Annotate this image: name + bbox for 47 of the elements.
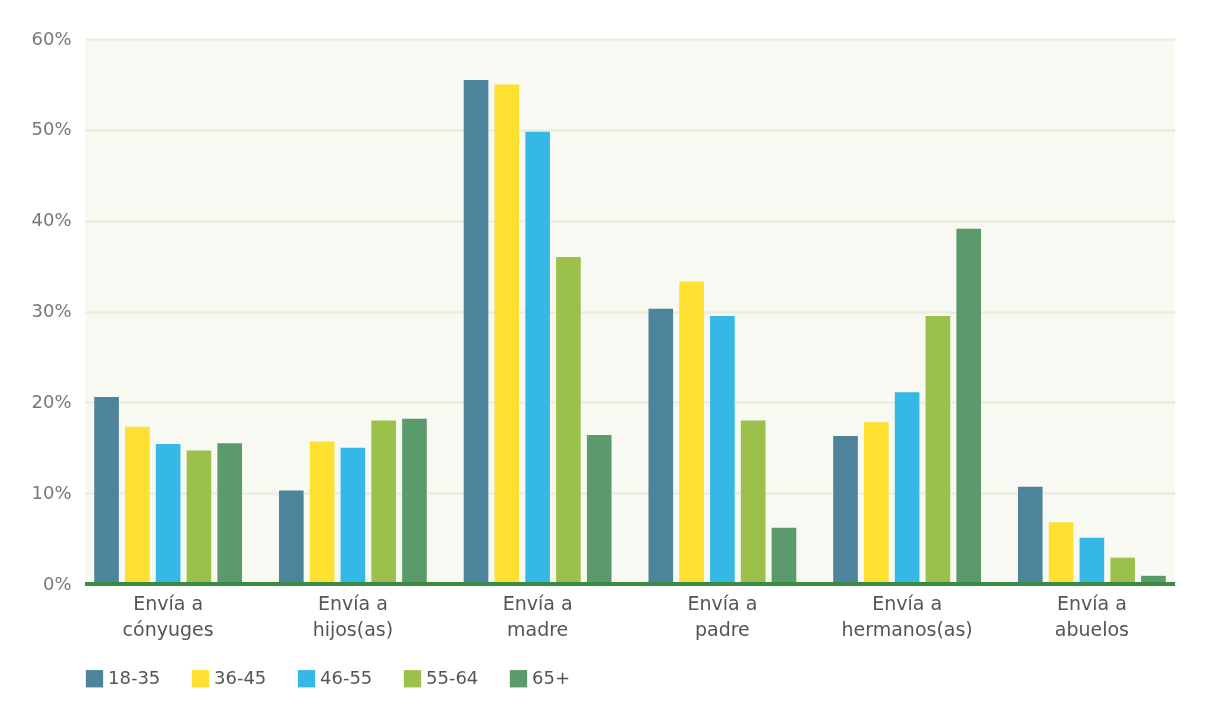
bar bbox=[586, 435, 612, 584]
bar bbox=[463, 79, 489, 584]
bar bbox=[864, 422, 889, 584]
bar bbox=[125, 426, 150, 584]
y-tick-label: 40% bbox=[31, 209, 72, 231]
legend-label: 18-35 bbox=[108, 666, 161, 688]
bar bbox=[494, 84, 520, 584]
x-tick-label: Envía a abuelos bbox=[1054, 591, 1129, 640]
bar bbox=[402, 418, 427, 584]
bar bbox=[925, 316, 951, 584]
bar bbox=[1048, 522, 1074, 584]
bar bbox=[1079, 537, 1105, 584]
bar bbox=[155, 444, 181, 584]
bar bbox=[340, 447, 366, 584]
x-tick-label: Envía a cónyuges bbox=[122, 591, 214, 640]
bar bbox=[278, 490, 304, 584]
bar bbox=[833, 435, 858, 584]
bar bbox=[556, 257, 581, 584]
y-tick-label: 0% bbox=[42, 572, 72, 594]
bar bbox=[648, 308, 674, 584]
legend-label: 36-45 bbox=[214, 666, 267, 688]
bar bbox=[710, 316, 735, 584]
bar bbox=[94, 396, 119, 584]
x-tick-label: Envía a hijos(as) bbox=[312, 591, 394, 640]
bar bbox=[956, 228, 982, 584]
x-tick-label: Envía a madre bbox=[502, 591, 573, 640]
y-tick-label: 50% bbox=[31, 118, 72, 140]
bar bbox=[309, 441, 335, 584]
legend-label: 65+ bbox=[532, 666, 570, 688]
bar bbox=[771, 527, 797, 584]
y-tick-label: 30% bbox=[31, 300, 72, 321]
legend-label: 46-55 bbox=[320, 666, 373, 688]
bar bbox=[525, 131, 550, 584]
bar bbox=[740, 420, 766, 584]
bar bbox=[186, 450, 212, 584]
bar bbox=[679, 281, 704, 584]
y-tick-label: 10% bbox=[31, 481, 72, 503]
x-tick-label: Envía a padre bbox=[687, 591, 758, 640]
bar bbox=[1110, 557, 1135, 584]
legend-label: 55-64 bbox=[426, 666, 479, 688]
x-tick-label: Envía a hermanos(as) bbox=[841, 591, 973, 640]
y-tick-label: 60% bbox=[31, 27, 72, 49]
bar bbox=[894, 392, 920, 584]
bar bbox=[1017, 486, 1043, 584]
y-tick-label: 20% bbox=[31, 390, 72, 412]
bar bbox=[217, 443, 243, 584]
bar bbox=[371, 420, 396, 584]
